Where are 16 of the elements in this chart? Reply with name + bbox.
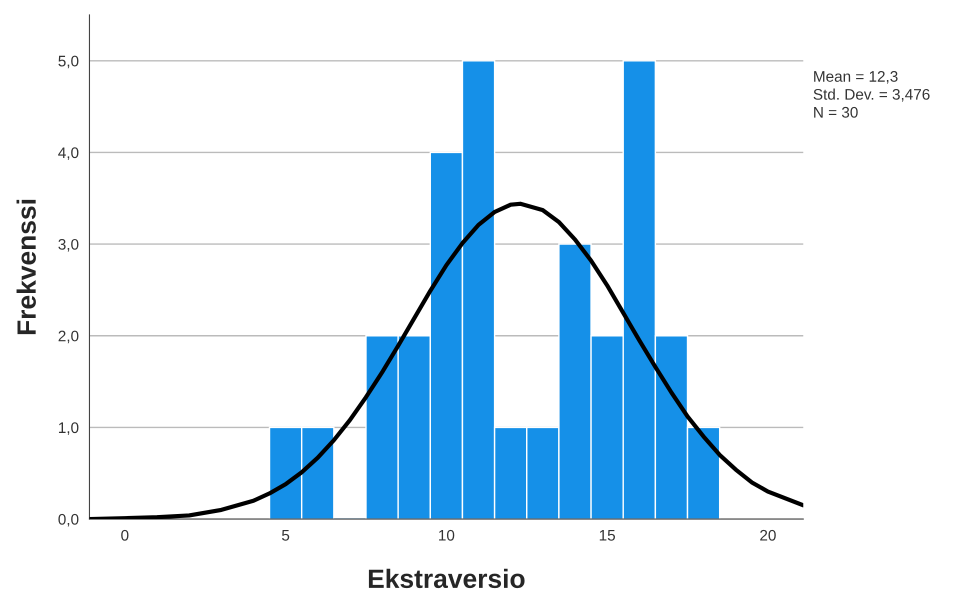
text: Mean = 12,3	[814, 71, 898, 84]
y-tick-label: 1,0	[58, 422, 78, 435]
y-tick-label: 2,0	[58, 330, 78, 344]
x-tick-label: 5	[282, 530, 290, 541]
y-axis-title: Frekvenssi	[16, 200, 36, 334]
text: Std. Dev. = 3,476	[814, 88, 930, 102]
y-tick-label: 0,0	[58, 514, 78, 527]
x-tick-label: 20	[760, 530, 776, 541]
x-tick-label: 15	[600, 530, 615, 541]
y-tick-label: 5,0	[58, 56, 78, 68]
x-tick-label: 0	[121, 530, 128, 541]
y-tick-label: 3,0	[58, 238, 78, 252]
x-tick-label: 10	[439, 530, 454, 541]
y-tick-label: 4,0	[58, 147, 78, 160]
x-axis-title: Ekstraversio	[368, 568, 525, 588]
text: N = 30	[814, 106, 858, 118]
